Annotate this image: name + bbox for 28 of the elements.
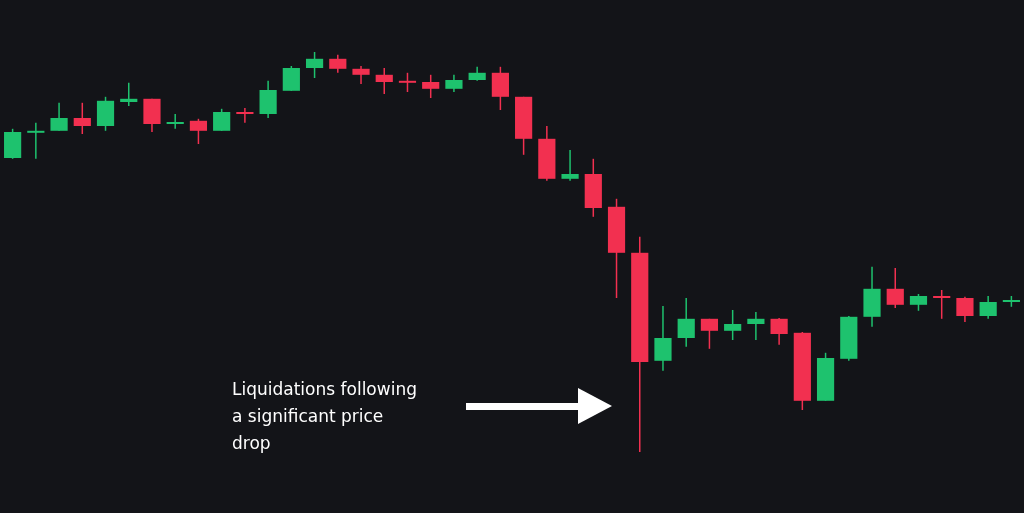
- candlestick: [979, 295, 997, 320]
- candlestick: [236, 107, 254, 124]
- candlestick: [561, 149, 579, 182]
- candlestick: [166, 113, 184, 130]
- candlestick: [305, 51, 324, 79]
- candlestick: [422, 74, 440, 99]
- candlestick: [398, 72, 417, 93]
- candlestick: [724, 309, 742, 341]
- candlestick: [189, 118, 208, 145]
- candlestick: [27, 122, 45, 160]
- candlestick: [213, 108, 231, 132]
- candlestick: [73, 102, 91, 135]
- candlestick: [329, 54, 347, 74]
- candlestick: [375, 67, 393, 95]
- candlestick: [50, 102, 68, 132]
- annotation: Liquidations following a significant price drop: [232, 379, 417, 453]
- candlestick: [956, 296, 974, 323]
- candlestick: [282, 65, 300, 92]
- candlestick: [770, 317, 788, 346]
- candlestick: [120, 82, 138, 107]
- candlestick: [654, 305, 672, 372]
- candlestick: [677, 297, 695, 348]
- candlestick: [886, 267, 904, 309]
- candlestick: [700, 318, 719, 350]
- candlestick: [259, 80, 277, 119]
- candlestick: [933, 289, 951, 320]
- candlestick: [747, 311, 765, 341]
- candlestick: [491, 66, 509, 111]
